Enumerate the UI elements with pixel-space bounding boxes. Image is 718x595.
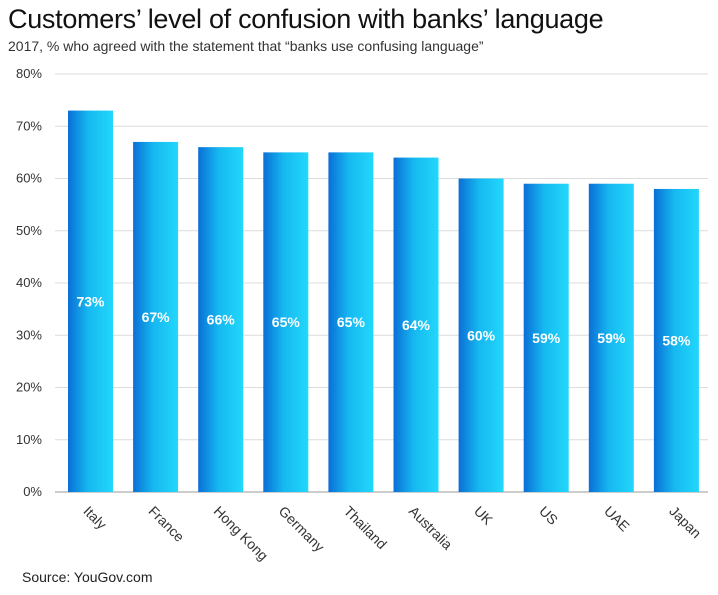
bar	[523, 183, 569, 492]
y-tick-label: 40%	[16, 275, 42, 290]
x-tick-label: UAE	[601, 503, 633, 535]
y-axis: 0% 10% 20% 30% 40% 50% 60% 70% 80%	[16, 66, 42, 499]
x-tick-label: Italy	[80, 503, 109, 532]
bar	[263, 152, 309, 492]
y-tick-label: 20%	[16, 380, 42, 395]
x-tick-label: Thailand	[341, 503, 390, 552]
bar	[198, 147, 244, 492]
source-note: Source: YouGov.com	[22, 569, 153, 585]
chart-subtitle: 2017, % who agreed with the statement th…	[8, 38, 484, 54]
chart-title: Customers’ level of confusion with banks…	[8, 4, 604, 34]
bar	[588, 183, 634, 492]
data-label: 60%	[467, 327, 496, 343]
data-label: 73%	[76, 293, 105, 309]
y-tick-label: 30%	[16, 327, 42, 342]
data-label: 67%	[142, 309, 171, 325]
data-label: 59%	[532, 330, 561, 346]
x-tick-label: Hong Kong	[211, 503, 272, 564]
y-tick-label: 70%	[16, 118, 42, 133]
data-label: 59%	[597, 330, 626, 346]
y-tick-label: 80%	[16, 66, 42, 81]
y-tick-label: 0%	[23, 484, 42, 499]
y-tick-label: 50%	[16, 223, 42, 238]
x-tick-label: Japan	[666, 503, 704, 541]
bar	[328, 152, 374, 492]
bar	[393, 157, 439, 492]
x-tick-label: Germany	[276, 503, 328, 555]
data-labels: 73% 67% 66% 65% 65% 64% 60% 59% 59% 58%	[76, 293, 690, 348]
x-tick-label: Australia	[406, 503, 456, 553]
x-tick-label: France	[145, 503, 187, 545]
data-label: 65%	[337, 314, 366, 330]
bar-chart: 0% 10% 20% 30% 40% 50% 60% 70% 80% 73% 67% 66% 65% 6…	[16, 66, 708, 564]
bar	[133, 141, 179, 493]
data-label: 66%	[207, 312, 236, 328]
y-tick-label: 60%	[16, 171, 42, 186]
data-label: 65%	[272, 314, 301, 330]
y-tick-label: 10%	[16, 432, 42, 447]
bar	[68, 110, 113, 492]
x-axis: Italy France Hong Kong Germany Thailand Austr…	[80, 503, 704, 564]
x-tick-label: UK	[471, 503, 497, 529]
bars	[68, 110, 699, 493]
data-label: 58%	[662, 332, 691, 348]
bar	[653, 188, 699, 492]
bar	[458, 178, 504, 492]
data-label: 64%	[402, 317, 431, 333]
x-tick-label: US	[536, 503, 561, 528]
